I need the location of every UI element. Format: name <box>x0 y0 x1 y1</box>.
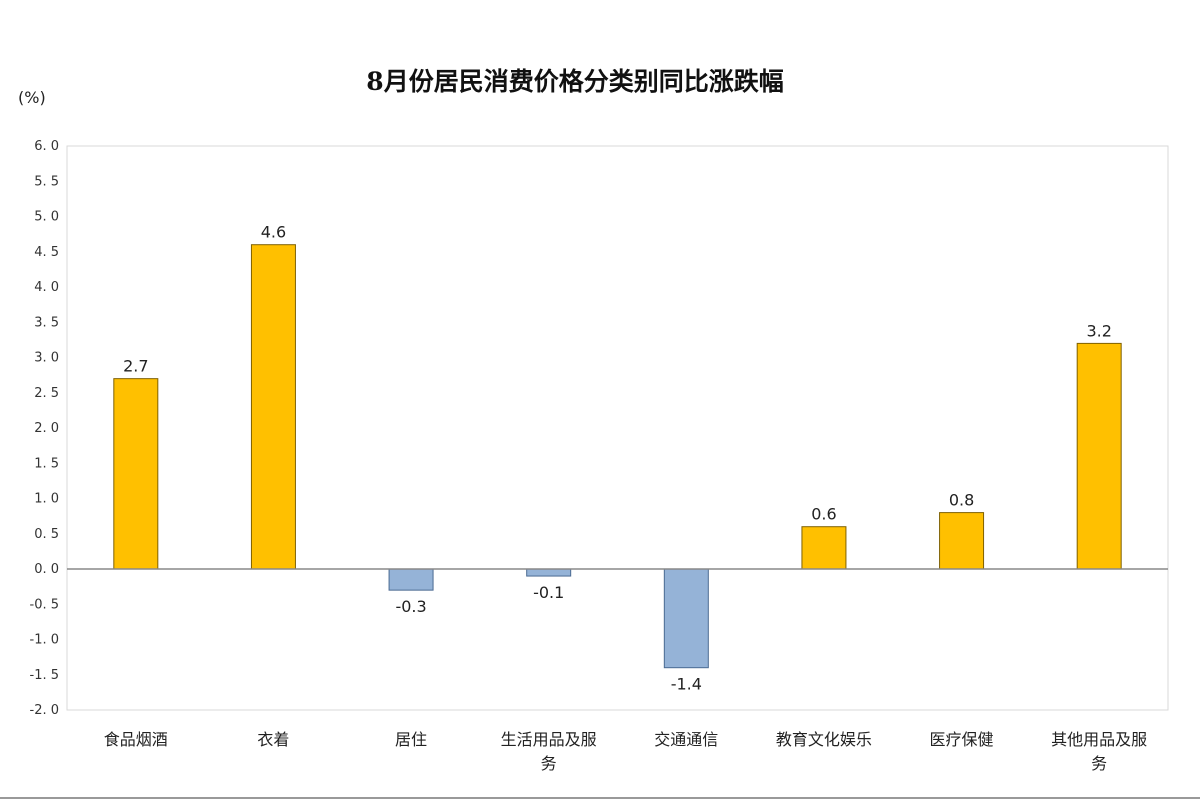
bar <box>113 378 159 570</box>
x-tick-label: 务 <box>1091 754 1107 773</box>
y-tick-label: 2. 0 <box>34 421 59 436</box>
chart-title: 8月份居民消费价格分类别同比涨跌幅 <box>366 67 783 96</box>
y-tick-label: -2. 0 <box>30 703 60 718</box>
bar <box>250 244 296 570</box>
data-label: -0.3 <box>395 597 426 616</box>
data-label: -1.4 <box>671 675 702 694</box>
y-tick-label: 0. 0 <box>34 562 59 577</box>
unit-label: (%) <box>18 88 46 107</box>
data-label: 3.2 <box>1086 321 1111 340</box>
x-tick-label: 居住 <box>395 730 427 749</box>
bar <box>939 512 985 570</box>
bar <box>663 568 709 669</box>
y-axis-ticks: 6. 0 5. 5 5. 0 4. 5 4. 0 3. 5 3. 0 2. 5 2. 0 1. 5… <box>30 139 60 718</box>
x-tick-label: 食品烟酒 <box>104 730 168 749</box>
y-tick-label: 4. 0 <box>34 280 59 295</box>
y-tick-label: 3. 5 <box>34 315 59 330</box>
data-label: 0.8 <box>949 491 974 510</box>
x-tick-label: 教育文化娱乐 <box>776 730 872 749</box>
plot-frame <box>66 145 1169 711</box>
y-tick-label: -1. 0 <box>30 633 60 648</box>
x-tick-label: 务 <box>541 754 557 773</box>
data-label: 4.6 <box>261 223 286 242</box>
y-tick-label: 2. 5 <box>34 386 59 401</box>
y-tick-label: 5. 5 <box>34 174 59 189</box>
data-label: 2.7 <box>123 357 148 376</box>
bar <box>801 526 847 570</box>
data-label: 0.6 <box>811 505 836 524</box>
x-tick-label: 生活用品及服 <box>501 730 597 749</box>
data-labels: 2.7 4.6 -0.3 -0.1 -1.4 0.6 0.8 3.2 <box>123 223 1112 694</box>
y-tick-label: -0. 5 <box>30 597 60 612</box>
y-tick-label: 6. 0 <box>34 139 59 154</box>
y-tick-label: 4. 5 <box>34 245 59 260</box>
data-label: -0.1 <box>533 583 564 602</box>
bar <box>388 568 434 591</box>
x-tick-label: 交通通信 <box>654 730 718 749</box>
y-tick-label: 5. 0 <box>34 210 59 225</box>
y-tick-label: 1. 0 <box>34 492 59 507</box>
y-tick-label: -1. 5 <box>30 668 60 683</box>
x-tick-label: 衣着 <box>257 730 289 749</box>
x-tick-label: 其他用品及服 <box>1051 730 1147 749</box>
bar <box>1076 342 1122 570</box>
y-tick-label: 1. 5 <box>34 456 59 471</box>
bars <box>113 244 1122 669</box>
y-tick-label: 3. 0 <box>34 351 59 366</box>
bar <box>526 568 572 577</box>
y-tick-label: 0. 5 <box>34 527 59 542</box>
x-tick-label: 医疗保健 <box>930 730 994 749</box>
